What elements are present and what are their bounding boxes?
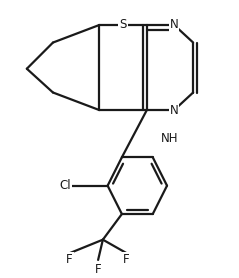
Text: S: S <box>119 19 127 31</box>
Text: F: F <box>66 253 73 266</box>
Text: Cl: Cl <box>59 179 71 192</box>
Text: N: N <box>170 19 179 31</box>
Text: NH: NH <box>161 132 178 145</box>
Text: N: N <box>170 104 179 116</box>
Text: F: F <box>123 253 130 266</box>
Text: F: F <box>95 263 101 275</box>
